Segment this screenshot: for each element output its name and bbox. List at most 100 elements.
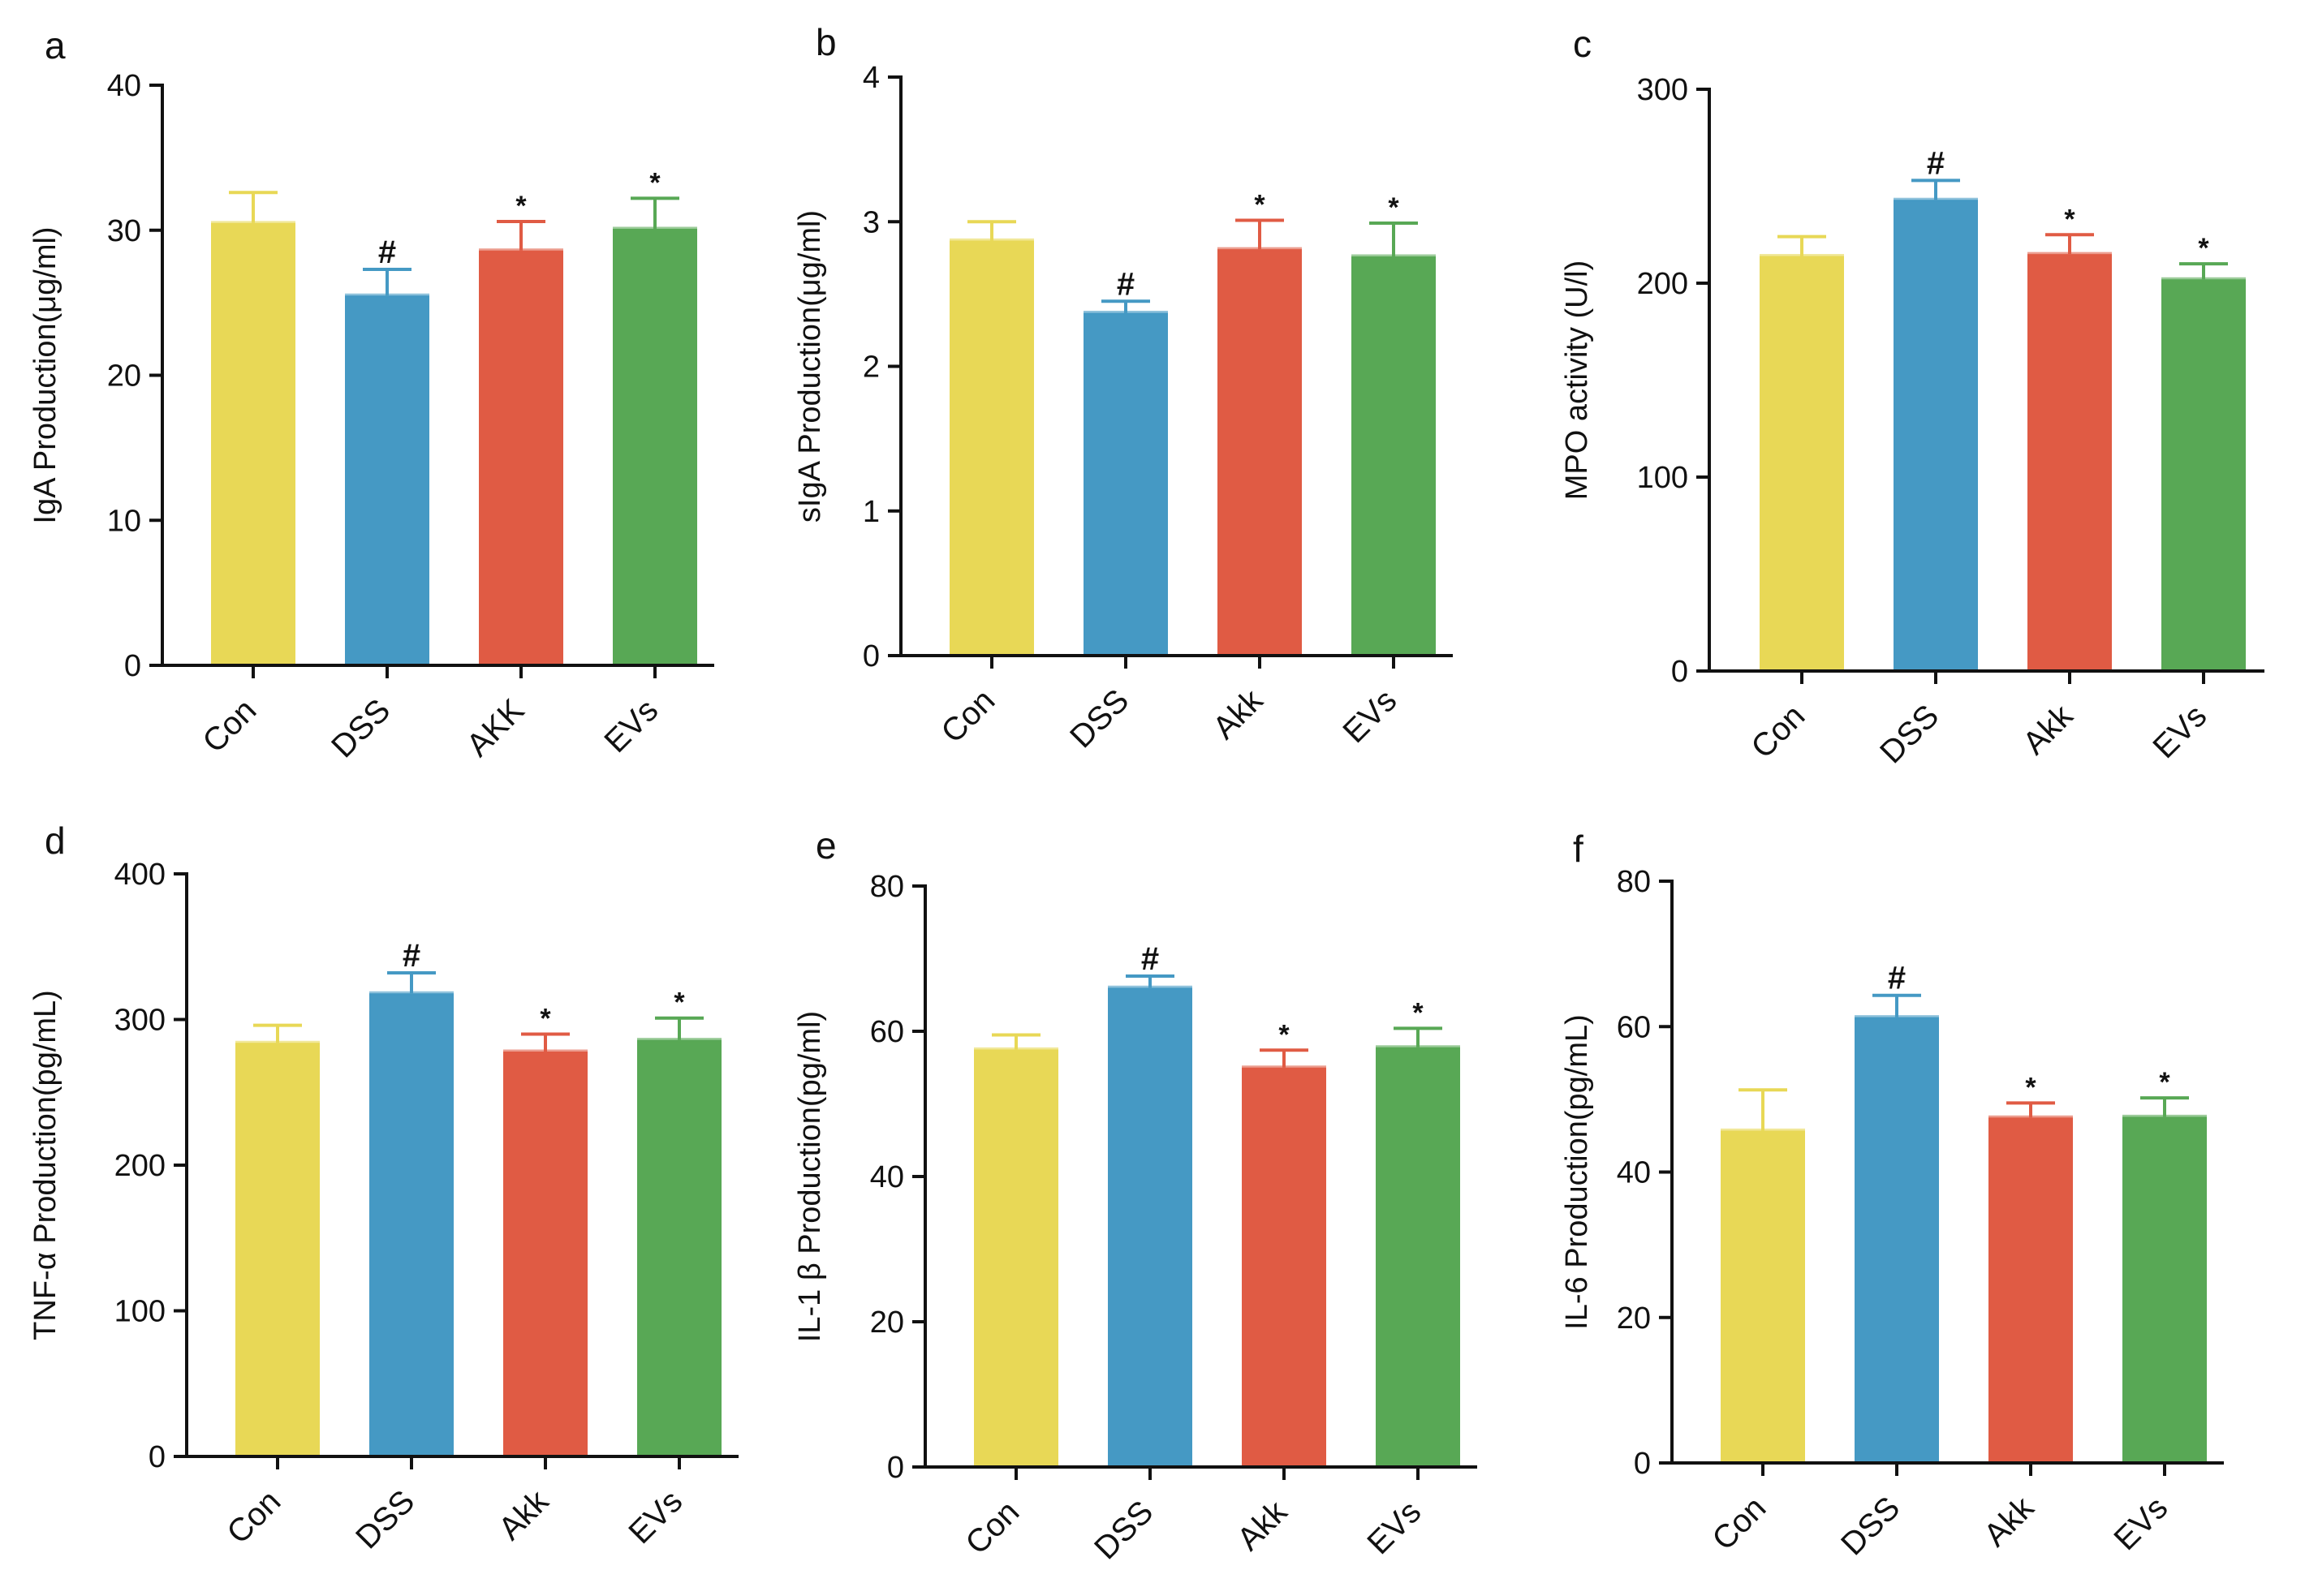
y-tick-label: 0	[863, 639, 880, 673]
category-label: EVs	[597, 692, 665, 759]
y-tick-label: 40	[107, 69, 141, 103]
bar	[1855, 1017, 1939, 1463]
bar	[369, 993, 454, 1456]
category-label: Con	[220, 1483, 287, 1551]
category-label: Akk	[1977, 1490, 2041, 1554]
y-tick-label: 30	[107, 214, 141, 248]
category-label: DSS	[325, 692, 397, 764]
y-axis-label: IL-1 β Production(pg/ml)	[793, 1011, 827, 1342]
bar	[950, 240, 1034, 656]
y-axis-label: IL-6 Production(pg/mL)	[1560, 1014, 1594, 1330]
y-tick-label: 0	[887, 1451, 904, 1485]
category-label: DSS	[349, 1483, 421, 1555]
y-tick-label: 20	[870, 1306, 904, 1340]
category-label: EVs	[2107, 1490, 2174, 1557]
significance-mark: #	[1117, 266, 1135, 302]
y-tick-label: 80	[1617, 865, 1651, 899]
category-label: Con	[196, 692, 263, 759]
significance-mark: *	[1278, 1019, 1290, 1050]
bar	[1084, 312, 1168, 656]
panel-letter: f	[1573, 828, 1583, 870]
chart-panel-d: d Con # DSS * Akk * EVs 0 100 200 300 400 TNF-α Produ…	[28, 820, 739, 1556]
bar	[211, 222, 295, 665]
significance-mark: #	[1888, 961, 1906, 996]
y-axis-label: TNF-α Production(pg/mL)	[28, 990, 62, 1340]
bar	[503, 1051, 588, 1456]
y-tick-label: 60	[1617, 1010, 1651, 1044]
y-tick-label: 40	[1617, 1156, 1651, 1190]
bar	[479, 250, 563, 665]
significance-mark: #	[1927, 145, 1945, 181]
category-label: Con	[1744, 698, 1812, 765]
bar	[1376, 1047, 1460, 1467]
y-tick-label: 300	[114, 1004, 166, 1038]
y-tick-label: 0	[1634, 1447, 1651, 1481]
significance-mark: *	[1388, 192, 1399, 223]
panel-letter: e	[816, 824, 837, 867]
chart-panel-b: b Con # DSS * Akk * EVs 0 1 2 3 4 sIgA Production(μg/…	[793, 21, 1453, 755]
bar	[1217, 249, 1302, 656]
category-label: DSS	[1063, 682, 1135, 755]
y-tick-label: 200	[114, 1149, 166, 1183]
significance-mark: #	[378, 234, 396, 270]
bar	[2122, 1116, 2207, 1463]
significance-mark: #	[1141, 941, 1159, 977]
y-axis-label: IgA Production(μg/ml)	[28, 226, 62, 523]
bar	[1894, 200, 1978, 672]
significance-mark: *	[2064, 204, 2075, 234]
y-tick-label: 20	[1617, 1301, 1651, 1336]
y-tick-label: 0	[124, 649, 141, 683]
y-tick-label: 2	[863, 351, 880, 385]
category-label: EVs	[2146, 698, 2213, 765]
bar	[2161, 279, 2246, 671]
y-tick-label: 40	[870, 1160, 904, 1194]
y-tick-label: 400	[114, 858, 166, 892]
category-label: EVs	[1336, 682, 1403, 750]
category-label: Con	[959, 1494, 1026, 1561]
y-tick-label: 200	[1637, 267, 1688, 301]
significance-mark: *	[2025, 1072, 2036, 1103]
y-tick-label: 20	[107, 359, 141, 394]
bar	[1108, 987, 1192, 1467]
category-label: DSS	[1834, 1490, 1907, 1562]
category-label: DSS	[1088, 1494, 1160, 1566]
bar	[613, 228, 697, 665]
panel-letter: c	[1573, 23, 1592, 65]
bar	[2027, 254, 2112, 671]
y-axis-label: MPO activity (U/l)	[1560, 260, 1594, 501]
category-label: AKK	[460, 692, 532, 764]
significance-mark: *	[649, 167, 661, 198]
y-tick-label: 4	[863, 61, 880, 95]
panel-letter: a	[45, 24, 66, 67]
bar	[1721, 1130, 1805, 1463]
y-tick-label: 80	[870, 870, 904, 904]
category-label: Con	[934, 682, 1002, 750]
chart-panel-c: c Con # DSS * Akk * EVs 0 100 200 300 MPO activity (…	[1560, 23, 2264, 771]
chart-panel-a: a Con # DSS * AKK * EVs 0 10 20 30 40 IgA Production(…	[28, 24, 714, 765]
bar	[974, 1049, 1058, 1467]
bar	[1351, 256, 1436, 656]
chart-panel-e: e Con # DSS * Akk * EVs 0 20 40 60 80 IL-1 β Producti…	[793, 824, 1477, 1567]
category-label: DSS	[1873, 698, 1945, 770]
y-tick-label: 1	[863, 495, 880, 529]
category-label: Akk	[2016, 698, 2080, 762]
y-tick-label: 0	[1671, 655, 1688, 689]
panel-letter: b	[816, 21, 837, 63]
y-tick-label: 100	[1637, 461, 1688, 495]
significance-mark: *	[1412, 997, 1424, 1028]
y-tick-label: 10	[107, 504, 141, 538]
significance-mark: *	[1254, 189, 1265, 220]
category-label: Akk	[1230, 1494, 1295, 1558]
bar	[235, 1043, 320, 1456]
category-label: EVs	[622, 1483, 689, 1551]
significance-mark: *	[2159, 1067, 2170, 1098]
chart-panel-f: f Con # DSS * Akk * EVs 0 20 40 60 80 IL-6 Production…	[1560, 828, 2224, 1563]
category-label: Con	[1705, 1490, 1773, 1557]
significance-mark: *	[540, 1003, 551, 1034]
significance-mark: #	[403, 938, 420, 974]
significance-mark: *	[674, 987, 685, 1018]
significance-mark: *	[515, 191, 527, 222]
y-axis-label: sIgA Production(μg/ml)	[793, 210, 827, 523]
y-tick-label: 3	[863, 205, 880, 239]
